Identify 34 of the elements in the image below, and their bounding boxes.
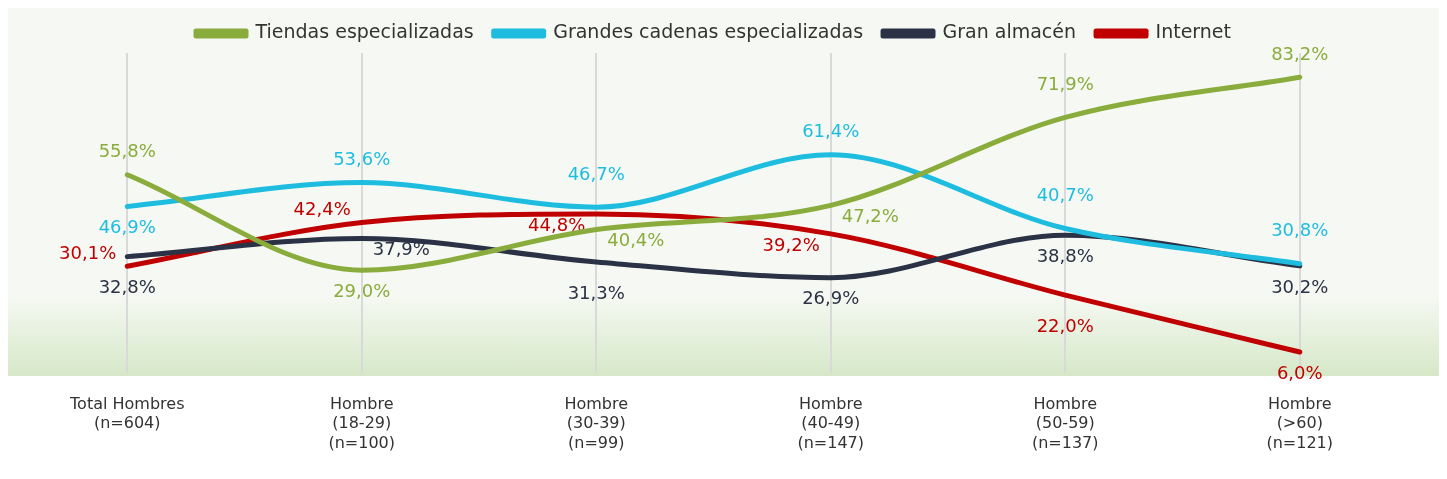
- data-label: 32,8%: [98, 276, 156, 298]
- data-label: 22,0%: [1036, 314, 1094, 336]
- data-label: 6,0%: [1276, 361, 1323, 383]
- data-label: 71,9%: [1036, 73, 1094, 95]
- data-label: 46,9%: [98, 216, 156, 238]
- data-label: 40,4%: [607, 229, 665, 251]
- data-label: 42,4%: [293, 198, 351, 220]
- data-label: 30,8%: [1271, 219, 1329, 241]
- data-label: 40,7%: [1036, 184, 1094, 206]
- data-label: 30,2%: [1271, 275, 1329, 297]
- data-label: 37,9%: [372, 238, 430, 260]
- data-label: 44,8%: [528, 213, 586, 235]
- legend-label: Gran almacén: [942, 20, 1077, 43]
- data-label: 53,6%: [333, 148, 391, 170]
- x-tick-label: Hombre (>60) (n=121): [1266, 394, 1334, 452]
- legend-label: Tiendas especializadas: [254, 20, 474, 43]
- data-label: 83,2%: [1271, 42, 1329, 64]
- legend-label: Internet: [1155, 20, 1231, 43]
- x-tick-label: Hombre (18-29) (n=100): [328, 394, 396, 452]
- data-label: 30,1%: [59, 241, 117, 263]
- data-label: 61,4%: [802, 120, 860, 142]
- data-label: 38,8%: [1036, 244, 1094, 266]
- data-label: 26,9%: [802, 287, 860, 309]
- x-tick-label: Hombre (30-39) (n=99): [564, 394, 629, 452]
- data-label: 31,3%: [567, 281, 625, 303]
- data-label: 29,0%: [333, 279, 391, 301]
- x-tick-label: Total Hombres (n=604): [69, 394, 185, 433]
- data-label: 39,2%: [762, 233, 820, 255]
- legend-label: Grandes cadenas especializadas: [553, 20, 864, 43]
- x-tick-label: Hombre (40-49) (n=147): [797, 394, 865, 452]
- x-tick-label: Hombre (50-59) (n=137): [1031, 394, 1099, 452]
- data-label: 46,7%: [567, 162, 625, 184]
- data-label: 47,2%: [841, 205, 899, 227]
- data-label: 55,8%: [98, 140, 156, 162]
